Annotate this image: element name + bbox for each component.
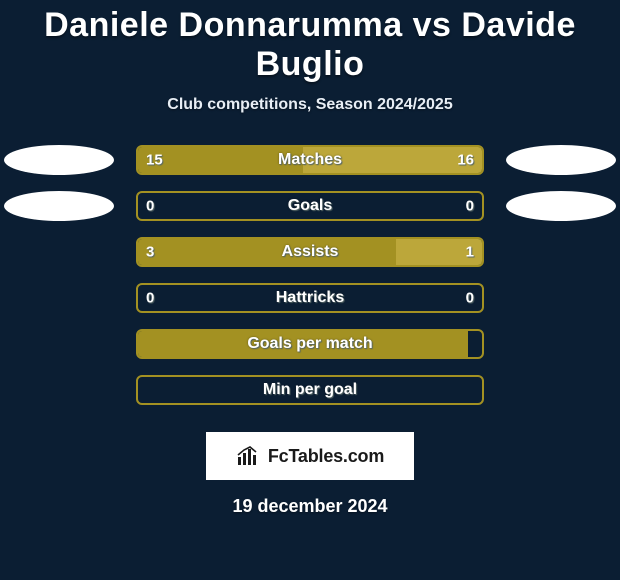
comparison-card: Daniele Donnarumma vs Davide Buglio Club… — [0, 0, 620, 580]
stat-bar-track: Matches1516 — [136, 145, 484, 175]
team-badge-right — [506, 145, 616, 175]
brand-text: FcTables.com — [268, 446, 384, 467]
stat-row: Min per goal — [0, 372, 620, 408]
stat-value-right: 0 — [466, 198, 474, 215]
stat-label: Hattricks — [138, 289, 482, 307]
stat-value-left: 0 — [146, 290, 154, 307]
stat-label: Min per goal — [138, 381, 482, 399]
stat-bar-fill-left — [138, 331, 468, 357]
stat-bar-fill-right — [303, 147, 482, 173]
stat-bar-track: Hattricks0 0 — [136, 283, 484, 313]
brand-badge: FcTables.com — [206, 432, 414, 480]
stat-bar-track: Min per goal — [136, 375, 484, 405]
stat-row: Matches1516 — [0, 142, 620, 178]
stat-value-right: 16 — [457, 152, 474, 169]
stat-row: Hattricks0 0 — [0, 280, 620, 316]
stat-value-left: 3 — [146, 244, 154, 261]
stat-value-left: 15 — [146, 152, 163, 169]
stat-value-right: 1 — [466, 244, 474, 261]
stat-bar-track: Goals per match — [136, 329, 484, 359]
stat-row: Assists31 — [0, 234, 620, 270]
page-title: Daniele Donnarumma vs Davide Buglio — [0, 0, 620, 84]
stat-value-right: 0 — [466, 290, 474, 307]
stat-bar-track: Goals0 0 — [136, 191, 484, 221]
chart-icon — [236, 445, 262, 467]
stat-row: Goals per match — [0, 326, 620, 362]
stat-bar-track: Assists31 — [136, 237, 484, 267]
team-badge-right — [506, 191, 616, 221]
team-badge-left — [4, 145, 114, 175]
stat-value-left: 0 — [146, 198, 154, 215]
date-text: 19 december 2024 — [0, 496, 620, 517]
stat-label: Goals — [138, 197, 482, 215]
page-subtitle: Club competitions, Season 2024/2025 — [0, 96, 620, 114]
team-badge-left — [4, 191, 114, 221]
stat-bar-fill-left — [138, 239, 396, 265]
stat-row: Goals0 0 — [0, 188, 620, 224]
stat-bars: Matches1516Goals00Assists31Hattricks00Go… — [0, 142, 620, 418]
